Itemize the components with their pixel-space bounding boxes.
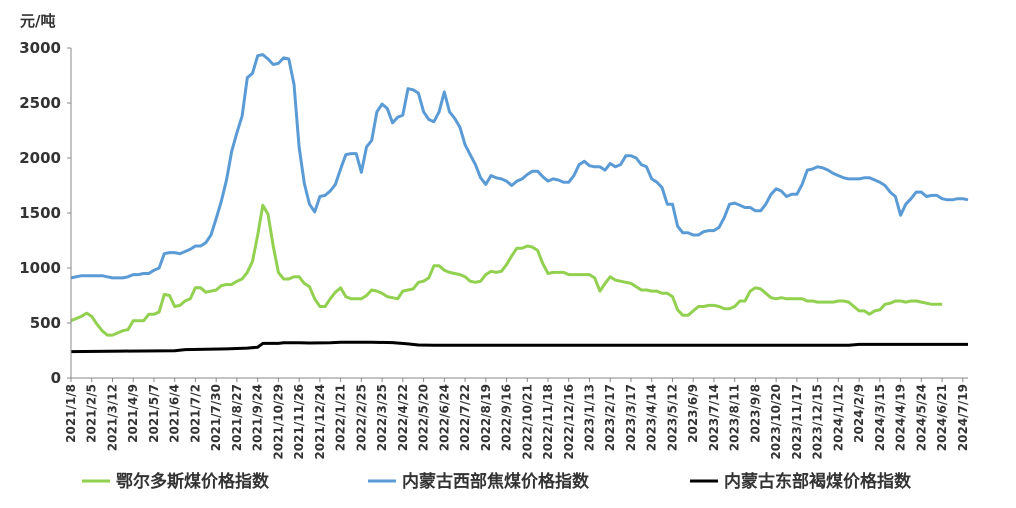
x-tick-label: 2024/7/19 [956,384,970,451]
legend: 鄂尔多斯煤价格指数 内蒙古西部焦煤价格指数 内蒙古东部褐煤价格指数 [82,471,912,492]
x-tick-label: 2022/1/21 [334,384,348,451]
x-tick-label: 2021/7/30 [209,384,223,451]
y-tick-label: 0 [51,369,61,387]
x-tick-label: 2022/6/24 [437,384,451,451]
x-tick-label: 2021/7/2 [188,384,202,443]
x-tick-label: 2021/8/27 [230,384,244,451]
x-tick-label: 2022/5/20 [417,384,431,451]
y-axis-ticks: 0 500 1000 1500 2000 2500 3000 [19,39,71,387]
x-tick-label: 2024/2/9 [852,384,866,443]
x-tick-label: 2021/9/24 [251,384,265,451]
x-tick-label: 2023/6/9 [686,384,700,443]
x-tick-label: 2022/11/18 [541,384,555,460]
x-tick-label: 2023/4/14 [645,384,659,451]
x-tick-label: 2021/12/24 [313,384,327,460]
x-tick-label: 2022/7/22 [458,384,472,451]
x-tick-label: 2023/11/17 [790,384,804,460]
y-unit-label: 元/吨 [20,12,55,30]
x-tick-label: 2023/3/17 [624,384,638,451]
series-east-lignite-line [70,340,968,354]
y-tick-label: 2000 [19,149,61,167]
x-tick-label: 2021/4/9 [126,384,140,443]
x-tick-label: 2023/5/12 [665,384,679,451]
legend-label-west-coking: 内蒙古西部焦煤价格指数 [402,471,590,492]
legend-label-ordos: 鄂尔多斯煤价格指数 [116,471,270,492]
x-tick-label: 2022/8/19 [479,384,493,451]
x-axis-ticks: 2021/1/8 2021/2/5 2021/3/12 2021/4/9 2021/5/… [64,378,970,460]
x-tick-label: 2022/2/25 [354,384,368,451]
x-tick-label: 2021/1/8 [64,384,78,443]
x-tick-label: 2021/3/12 [105,384,119,451]
x-tick-label: 2024/4/19 [894,384,908,451]
y-tick-label: 500 [30,314,61,332]
series-ordos-line [70,203,943,337]
x-tick-label: 2023/1/13 [582,384,596,451]
legend-label-east-lignite: 内蒙古东部褐煤价格指数 [724,471,912,492]
x-tick-label: 2021/6/4 [168,384,182,443]
y-tick-label: 2500 [19,94,61,112]
x-tick-label: 2022/10/21 [520,384,534,460]
x-tick-label: 2023/12/15 [811,384,825,460]
x-tick-label: 2024/1/12 [831,384,845,451]
x-tick-label: 2023/10/20 [769,384,783,460]
y-tick-label: 3000 [19,39,61,57]
x-tick-label: 2023/2/17 [603,384,617,451]
x-tick-label: 2024/5/24 [914,384,928,451]
y-tick-label: 1000 [19,259,61,277]
x-tick-label: 2022/3/25 [375,384,389,451]
x-tick-label: 2021/5/7 [147,384,161,443]
x-tick-label: 2024/6/21 [935,384,949,451]
x-tick-label: 2023/8/11 [728,384,742,451]
x-tick-label: 2022/9/16 [500,384,514,451]
x-tick-label: 2021/11/26 [292,384,306,460]
x-tick-label: 2021/2/5 [85,384,99,443]
x-tick-label: 2024/3/15 [873,384,887,451]
y-tick-label: 1500 [19,204,61,222]
x-tick-label: 2022/12/16 [562,384,576,460]
series-west-coking-line [70,53,969,280]
x-tick-label: 2021/10/29 [271,384,285,460]
series-lines [70,53,969,354]
x-tick-label: 2023/9/8 [748,384,762,443]
x-tick-label: 2022/4/22 [396,384,410,451]
x-tick-label: 2023/7/14 [707,384,721,451]
